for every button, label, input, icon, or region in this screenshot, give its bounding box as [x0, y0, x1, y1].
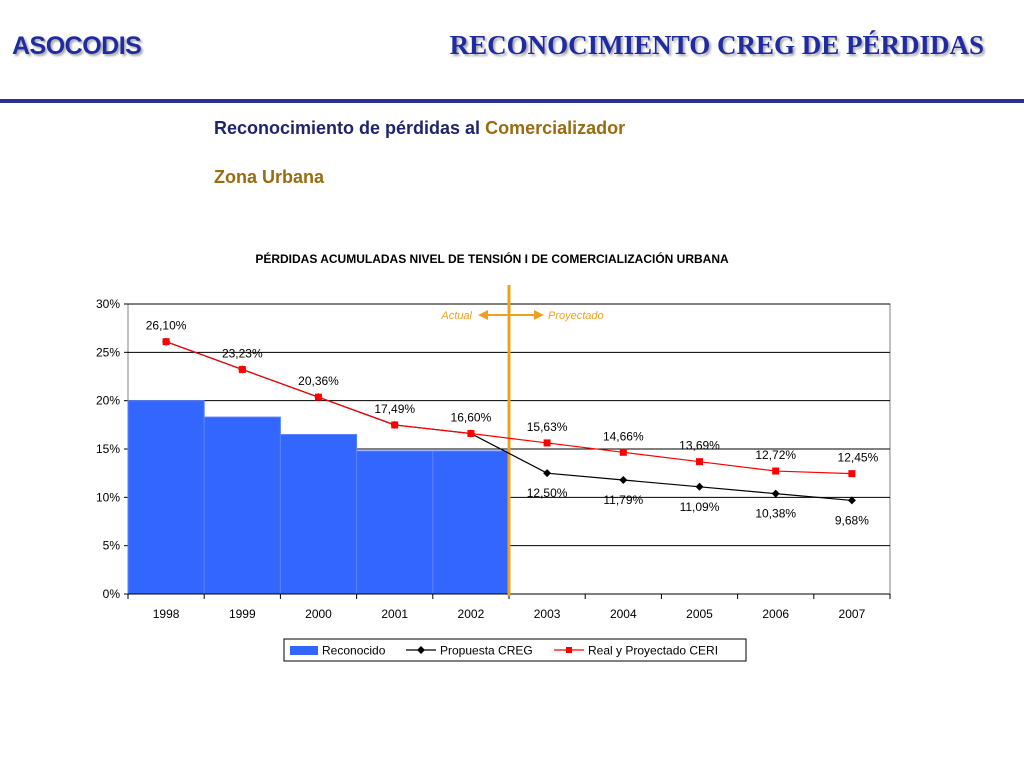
- legend-marker-ceri: [566, 647, 572, 653]
- data-label-creg: 12,50%: [527, 486, 568, 500]
- legend-label-creg: Propuesta CREG: [440, 644, 533, 658]
- x-tick-label: 2004: [610, 607, 637, 621]
- point-ceri: [619, 448, 627, 456]
- arrow-right-icon: [534, 310, 544, 320]
- point-creg: [847, 496, 856, 505]
- point-ceri: [772, 467, 780, 475]
- point-creg: [543, 469, 552, 478]
- legend-label-ceri: Real y Proyectado CERI: [588, 644, 718, 658]
- data-label-creg: 11,09%: [680, 500, 720, 514]
- y-tick-label: 5%: [103, 539, 121, 553]
- x-tick-label: 1998: [153, 607, 180, 621]
- data-label-ceri: 16,60%: [451, 411, 492, 425]
- x-tick-label: 1999: [229, 607, 256, 621]
- point-ceri: [543, 439, 551, 447]
- point-ceri: [238, 365, 246, 373]
- bar-reconocido: [127, 400, 205, 595]
- x-tick-label: 2007: [839, 607, 866, 621]
- x-tick-label: 2001: [381, 607, 408, 621]
- series-line-ceri: [165, 341, 852, 475]
- bar-reconocido: [203, 416, 281, 595]
- point-creg: [619, 476, 628, 485]
- legend-label-reconocido: Reconocido: [322, 644, 386, 658]
- x-tick-label: 2003: [534, 607, 561, 621]
- y-tick-label: 0%: [103, 587, 121, 601]
- divider-right-label: Proyectado: [548, 310, 604, 322]
- x-tick-label: 2006: [762, 607, 789, 621]
- x-tick-label: 2000: [305, 607, 332, 621]
- subtitle-accent: Comercializador: [485, 118, 626, 138]
- point-ceri: [696, 458, 703, 466]
- data-label-ceri: 20,36%: [298, 374, 339, 388]
- point-ceri: [162, 338, 170, 346]
- data-label-creg: 10,38%: [755, 507, 796, 521]
- divider-left-label: Actual: [440, 310, 472, 322]
- data-label-ceri: 14,66%: [603, 429, 644, 443]
- data-label-ceri: 12,72%: [755, 448, 796, 462]
- data-label-creg: 9,68%: [835, 513, 869, 527]
- data-label-ceri: 17,49%: [374, 402, 415, 416]
- legend: [283, 638, 747, 662]
- bar-reconocido: [279, 434, 358, 595]
- data-label-ceri: 26,10%: [146, 319, 187, 333]
- data-label-creg: 11,79%: [603, 493, 643, 507]
- x-tick-label: 2002: [458, 607, 485, 621]
- data-label-ceri: 15,63%: [527, 420, 568, 434]
- arrow-left-icon: [478, 310, 488, 320]
- subtitle: Reconocimiento de pérdidas al Comerciali…: [214, 118, 625, 139]
- point-ceri: [391, 421, 399, 429]
- brand-logo-text: ASOCODIS: [12, 32, 142, 60]
- point-ceri: [467, 430, 475, 438]
- y-tick-label: 15%: [96, 442, 120, 456]
- chart-title: PÉRDIDAS ACUMULADAS NIVEL DE TENSIÓN I D…: [255, 251, 729, 266]
- y-tick-label: 25%: [96, 345, 120, 359]
- point-ceri: [848, 470, 856, 478]
- legend-swatch-reconocido: [290, 646, 318, 655]
- y-tick-label: 10%: [96, 490, 120, 504]
- header-divider: [0, 99, 1024, 103]
- data-label-ceri: 13,69%: [679, 439, 720, 453]
- legend-marker-creg: [417, 646, 425, 654]
- data-label-ceri: 12,45%: [838, 451, 879, 465]
- data-label-ceri: 23,23%: [222, 346, 263, 360]
- y-tick-label: 20%: [96, 394, 120, 408]
- slide-title: RECONOCIMIENTO CREG DE PÉRDIDAS: [449, 30, 984, 60]
- y-tick-label: 30%: [96, 297, 120, 311]
- point-creg: [695, 482, 704, 491]
- point-creg: [771, 489, 780, 498]
- bar-reconocido: [432, 450, 510, 595]
- zone-label: Zona Urbana: [214, 167, 325, 187]
- bar-reconocido: [356, 450, 434, 595]
- point-ceri: [315, 393, 322, 401]
- x-tick-label: 2005: [686, 607, 713, 621]
- subtitle-prefix: Reconocimiento de pérdidas al: [214, 118, 486, 138]
